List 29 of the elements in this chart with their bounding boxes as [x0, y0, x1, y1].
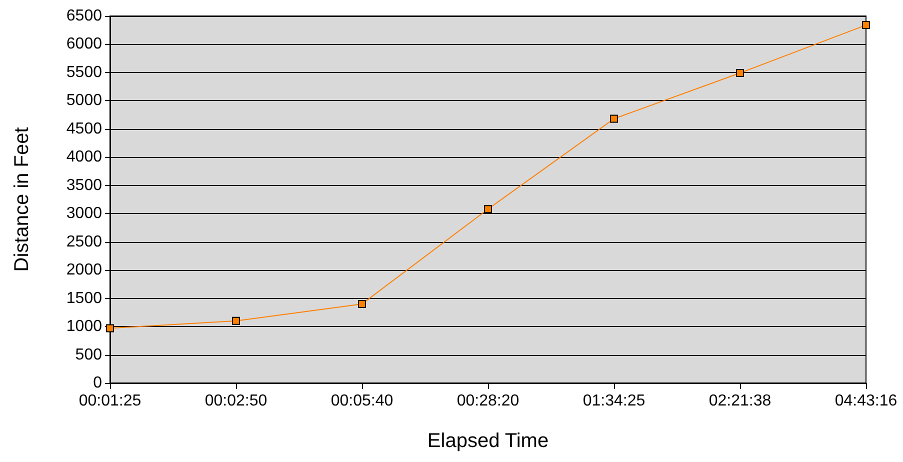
- point: [862, 21, 870, 30]
- y-tick-label: 500: [75, 346, 102, 364]
- point: [610, 114, 618, 123]
- point: [736, 69, 744, 78]
- x-axis-title: Elapsed Time: [427, 430, 549, 452]
- y-tick-label: 6500: [66, 8, 102, 24]
- y-tick-label: 4500: [66, 120, 102, 138]
- y-tick-label: 5000: [66, 92, 102, 110]
- point: [358, 300, 366, 308]
- y-tick-label: 2500: [66, 233, 102, 250]
- y-tick-label: 2000: [66, 262, 102, 279]
- y-tick-label: 1000: [66, 318, 102, 336]
- y-tick-label: 3500: [66, 176, 102, 194]
- y-tick-label: 3000: [66, 205, 102, 222]
- y-tick-label: 6000: [66, 36, 102, 53]
- x-tick-label: 01:34:25: [582, 392, 646, 410]
- x-tick-label: 00:02:50: [204, 392, 268, 410]
- x-tick-label: 00:28:20: [456, 392, 520, 410]
- y-axis-title: Distance in Feet: [11, 126, 33, 272]
- y-tick-label: 5500: [66, 64, 102, 81]
- y-tick-label: 1500: [66, 290, 102, 307]
- point: [232, 316, 240, 325]
- x-tick-label: 04:43:16: [834, 392, 898, 410]
- y-tick-label: 4000: [66, 148, 102, 166]
- x-tick-label: 02:21:38: [708, 392, 772, 410]
- point: [484, 205, 492, 214]
- y-tick-label: 0: [93, 374, 102, 392]
- x-tick-label: 00:05:40: [330, 392, 394, 410]
- x-tick-label: 00:01:25: [78, 392, 142, 410]
